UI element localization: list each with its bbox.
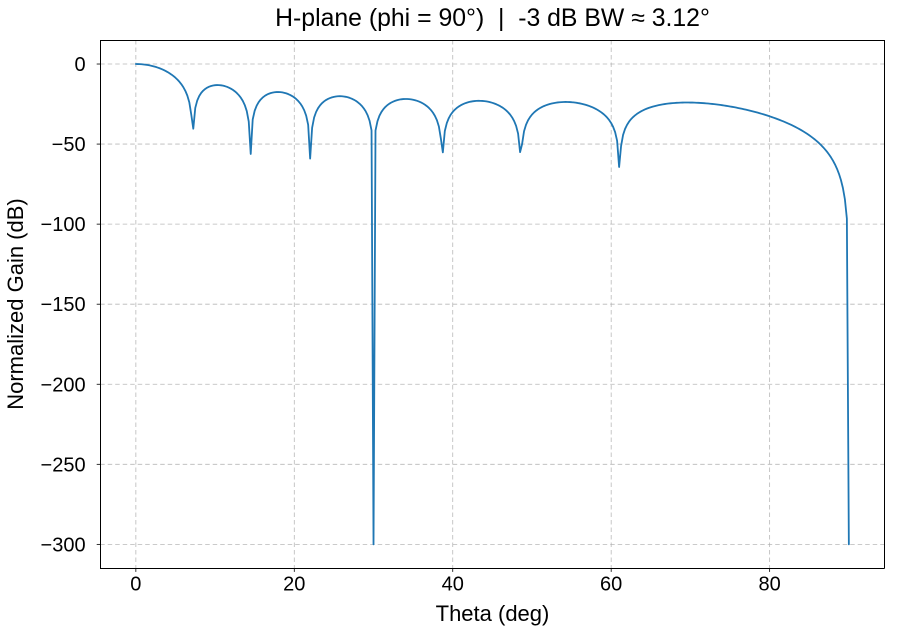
svg-text:−300: −300 [41,534,86,556]
svg-text:0: 0 [130,574,141,596]
svg-text:0: 0 [74,54,85,76]
svg-text:−50: −50 [52,134,86,156]
svg-text:80: 80 [759,574,781,596]
svg-text:−200: −200 [41,374,86,396]
svg-text:−250: −250 [41,454,86,476]
svg-text:20: 20 [283,574,305,596]
svg-text:−100: −100 [41,214,86,236]
svg-text:40: 40 [442,574,464,596]
svg-text:60: 60 [600,574,622,596]
svg-text:−150: −150 [41,294,86,316]
